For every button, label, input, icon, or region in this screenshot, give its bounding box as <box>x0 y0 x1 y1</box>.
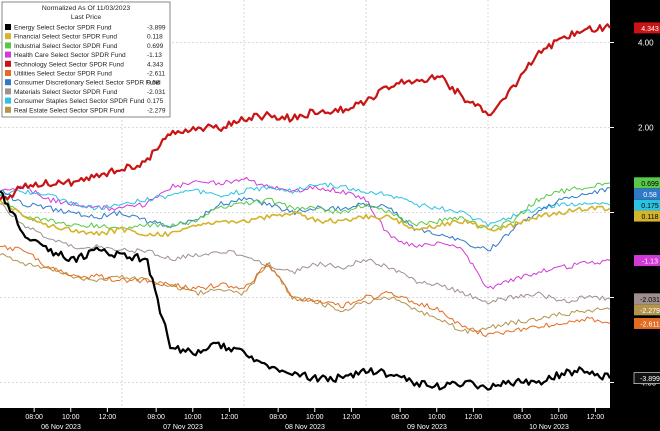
series-line <box>0 199 611 237</box>
last-value-tag-label: -2.611 <box>640 321 659 328</box>
last-value-tag-label: 0.175 <box>641 203 659 210</box>
series-line <box>0 203 611 305</box>
x-tick-label: 12:00 <box>343 414 361 421</box>
x-tick-label: 08:00 <box>147 414 165 421</box>
y-tick-label: 4.00 <box>638 39 654 48</box>
x-day-label: 10 Nov 2023 <box>529 424 569 431</box>
legend-entry-value: -2.031 <box>147 89 166 96</box>
legend-title: Normalized As Of 11/03/2023 <box>42 5 131 12</box>
series-line <box>0 23 611 201</box>
x-day-label: 08 Nov 2023 <box>285 424 325 431</box>
series-line <box>0 245 611 338</box>
last-value-tag <box>634 255 660 267</box>
legend-entry-value: 0.699 <box>147 43 164 50</box>
legend-entry-name: Real Estate Select Sector SPDR Fund <box>14 107 125 114</box>
series-lines <box>0 23 611 391</box>
legend-entry-value: 0.175 <box>147 98 164 105</box>
last-value-tag-label: 0.118 <box>642 214 659 221</box>
last-value-tag <box>634 177 660 189</box>
x-tick-label: 12:00 <box>587 414 605 421</box>
legend-entry-name: Energy Select Sector SPDR Fund <box>14 25 112 32</box>
legend-entry-value: 0.58 <box>147 80 160 87</box>
x-day-label: 07 Nov 2023 <box>163 424 203 431</box>
last-value-tag <box>634 317 660 329</box>
legend-box <box>1 1 171 118</box>
last-value-tag-label: 0.58 <box>643 192 657 199</box>
last-value-tag <box>634 199 660 211</box>
legend-entry-name: Financial Select Sector SPDR Fund <box>14 34 117 41</box>
x-day-label: 09 Nov 2023 <box>407 424 447 431</box>
x-tick-label: 08:00 <box>391 414 409 421</box>
legend: Normalized As Of 11/03/2023 Last Price Ene… <box>1 1 171 118</box>
legend-entry-value: 0.118 <box>147 34 163 41</box>
x-tick-label: 08:00 <box>25 414 43 421</box>
last-value-tags: 4.343 0.699 0.58 0.175 0.118 -1.13 -2.031 -2.27… <box>633 22 660 385</box>
series-line <box>0 182 611 228</box>
last-value-tag <box>633 372 660 385</box>
last-value-tag <box>634 22 660 34</box>
series-line <box>0 253 611 334</box>
x-tick-label: 10:00 <box>550 414 568 421</box>
last-value-tag <box>634 293 660 305</box>
last-value-tag <box>634 210 660 222</box>
series-line <box>0 187 611 252</box>
last-value-tag-label: -3.899 <box>640 376 660 383</box>
legend-swatch <box>5 24 11 30</box>
legend-swatch <box>5 42 11 49</box>
last-value-tag <box>634 188 660 200</box>
x-tick-label: 08:00 <box>269 414 287 421</box>
legend-swatch <box>5 70 11 76</box>
x-day-label: 06 Nov 2023 <box>41 424 81 431</box>
x-tick-label: 08:00 <box>513 414 531 421</box>
x-tick-label: 10:00 <box>62 414 80 421</box>
legend-swatch <box>5 51 11 58</box>
y-tick-label: 2.00 <box>638 124 654 133</box>
legend-entry-value: -2.611 <box>147 71 165 78</box>
last-value-tag-label: -2.031 <box>640 297 660 304</box>
legend-entry-name: Consumer Discretionary Select Sector SPD… <box>14 80 161 87</box>
x-axis: 08:00 10:00 12:00 08:00 10:00 12:00 08:00 10:00… <box>25 408 604 431</box>
x-tick-label: 12:00 <box>99 414 117 421</box>
last-value-tag-label: -2.279 <box>640 308 660 315</box>
legend-entry-name: Utilities Select Sector SPDR Fund <box>14 71 112 78</box>
legend-entry-name: Materials Select Sector SPDR Fund <box>14 89 118 96</box>
legend-entry-value: -3.899 <box>147 25 166 32</box>
x-tick-label: 10:00 <box>184 414 202 421</box>
series-line <box>0 182 611 231</box>
legend-entry-value: -1.13 <box>147 52 162 59</box>
x-tick-label: 10:00 <box>306 414 324 421</box>
legend-swatch <box>5 106 11 113</box>
legend-swatch <box>5 97 11 104</box>
legend-entry-name: Health Care Select Sector SPDR Fund <box>14 52 126 59</box>
last-value-tag-label: 0.699 <box>641 181 659 188</box>
legend-swatch <box>5 33 11 40</box>
series-line <box>0 190 611 391</box>
legend-swatch <box>5 88 11 95</box>
last-value-tag-label: -1.13 <box>642 259 658 266</box>
x-tick-label: 12:00 <box>465 414 483 421</box>
legend-entry-name: Technology Select Sector SPDR Fund <box>14 61 124 68</box>
legend-entry-name: Industrial Select Sector SPDR Fund <box>14 43 118 50</box>
legend-entry-value: -2.279 <box>147 107 166 114</box>
x-tick-label: 12:00 <box>221 414 239 421</box>
bottom-axis-panel <box>0 408 660 431</box>
last-value-tag-label: 4.343 <box>641 26 659 33</box>
last-value-tag <box>634 304 660 316</box>
legend-entry-name: Consumer Staples Select Sector SPDR Fund <box>14 98 145 105</box>
legend-swatch <box>5 79 11 86</box>
legend-subtitle: Last Price <box>71 14 101 21</box>
legend-entry-value: 4.343 <box>147 61 164 68</box>
legend-swatch <box>5 60 11 67</box>
x-tick-label: 10:00 <box>428 414 446 421</box>
